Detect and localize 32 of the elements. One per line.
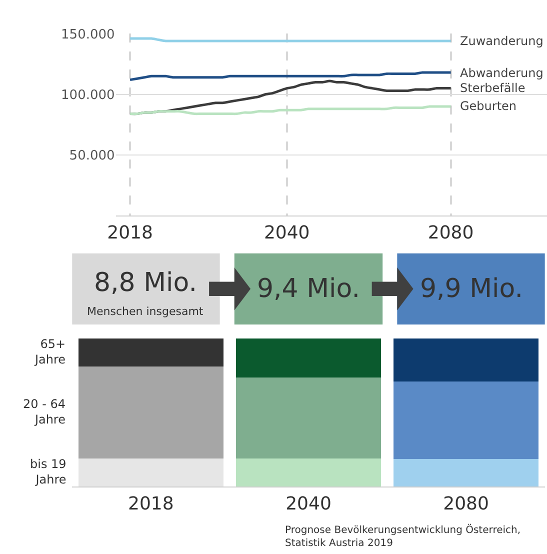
x-tick-label: 2040 (264, 222, 310, 244)
bar (78, 338, 224, 366)
y-tick-label: 150.000 (61, 27, 115, 42)
x-tick-label: 2080 (428, 222, 474, 244)
series-label: Abwanderung (460, 66, 544, 80)
y-tick-label: 100.000 (61, 88, 115, 103)
text: 9,4 Mio. (257, 274, 360, 304)
series-label: 65+ Jahre (34, 337, 66, 367)
x-tick-label: 2018 (107, 222, 153, 244)
bar (236, 338, 381, 378)
line-series (128, 105, 452, 116)
text: 9,9 Mio. (420, 274, 523, 304)
text: Prognose Bevölkerungsentwicklung Österreich, Statistik Austria 2019 (285, 523, 521, 549)
text: 8,8 Mio. (94, 268, 197, 298)
series-label: Sterbefälle (460, 81, 526, 95)
text: Menschen insgesamt (87, 305, 204, 318)
series-label: Zuwanderung (460, 34, 544, 48)
line-series (128, 71, 452, 82)
x-tick-label: 2080 (443, 493, 489, 514)
x-tick-label: 2040 (286, 493, 332, 514)
bar (78, 458, 224, 487)
bar (78, 366, 224, 458)
y-tick-label: 50.000 (69, 148, 115, 164)
series-label: bis 19 Jahre (30, 457, 66, 487)
series-label: 20 - 64 Jahre (23, 397, 66, 427)
series-label: Geburten (460, 99, 517, 113)
bar (236, 378, 381, 459)
bar (394, 382, 539, 459)
bar (394, 338, 539, 382)
bar (394, 458, 539, 487)
x-tick-label: 2018 (128, 493, 174, 514)
bar (236, 458, 381, 487)
